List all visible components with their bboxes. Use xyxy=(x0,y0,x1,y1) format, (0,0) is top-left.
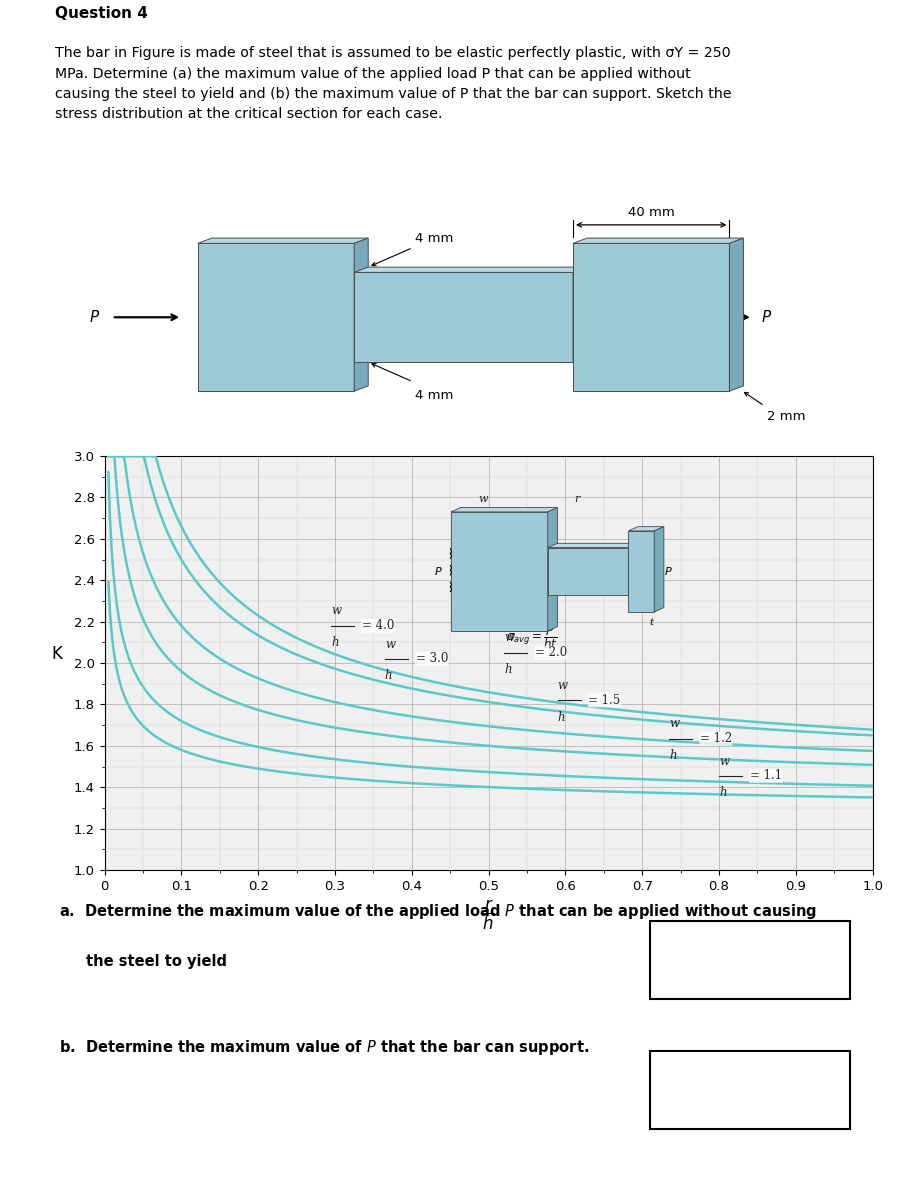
Bar xyxy=(355,272,573,362)
Text: w: w xyxy=(719,755,729,768)
Text: h: h xyxy=(719,786,726,799)
Polygon shape xyxy=(355,268,587,272)
Text: = 2.0: = 2.0 xyxy=(534,646,567,659)
Text: w: w xyxy=(669,718,679,731)
Text: 40 mm: 40 mm xyxy=(628,205,674,218)
Text: = 4.0: = 4.0 xyxy=(362,619,395,632)
Y-axis label: K: K xyxy=(52,646,63,662)
Text: h: h xyxy=(669,749,676,762)
Polygon shape xyxy=(198,238,368,244)
Text: The bar in Figure is made of steel that is assumed to be elastic perfectly plast: The bar in Figure is made of steel that … xyxy=(55,47,731,121)
X-axis label: $\dfrac{r}{h}$: $\dfrac{r}{h}$ xyxy=(483,899,494,932)
Text: $P$: $P$ xyxy=(762,310,773,325)
Text: = 1.1: = 1.1 xyxy=(750,769,782,782)
Text: w: w xyxy=(504,631,514,644)
Text: 4 mm: 4 mm xyxy=(415,233,454,246)
Text: a.  Determine the maximum value of the applied load $P$ that can be applied with: a. Determine the maximum value of the ap… xyxy=(59,902,817,920)
Text: = 1.2: = 1.2 xyxy=(700,732,732,745)
Text: = 3.0: = 3.0 xyxy=(415,653,448,665)
Bar xyxy=(573,244,729,391)
Text: $P$: $P$ xyxy=(89,310,100,325)
Polygon shape xyxy=(355,238,368,391)
Polygon shape xyxy=(573,268,587,362)
Text: h: h xyxy=(331,636,339,649)
Text: h: h xyxy=(504,662,512,676)
Bar xyxy=(198,244,355,391)
Text: Question 4: Question 4 xyxy=(55,6,147,20)
Polygon shape xyxy=(573,238,744,244)
Text: h: h xyxy=(558,710,565,724)
Text: 2 mm: 2 mm xyxy=(767,409,805,422)
Text: b.  Determine the maximum value of $P$ that the bar can support.: b. Determine the maximum value of $P$ th… xyxy=(59,1038,589,1057)
Text: 4 mm: 4 mm xyxy=(415,389,454,402)
Text: the steel to yield: the steel to yield xyxy=(86,954,227,968)
Text: w: w xyxy=(558,679,568,692)
FancyBboxPatch shape xyxy=(650,922,850,1000)
Text: h: h xyxy=(385,670,393,683)
Polygon shape xyxy=(729,238,744,391)
Text: = 1.5: = 1.5 xyxy=(588,694,621,707)
Text: w: w xyxy=(331,605,341,618)
FancyBboxPatch shape xyxy=(650,1051,850,1129)
Text: w: w xyxy=(385,637,395,650)
